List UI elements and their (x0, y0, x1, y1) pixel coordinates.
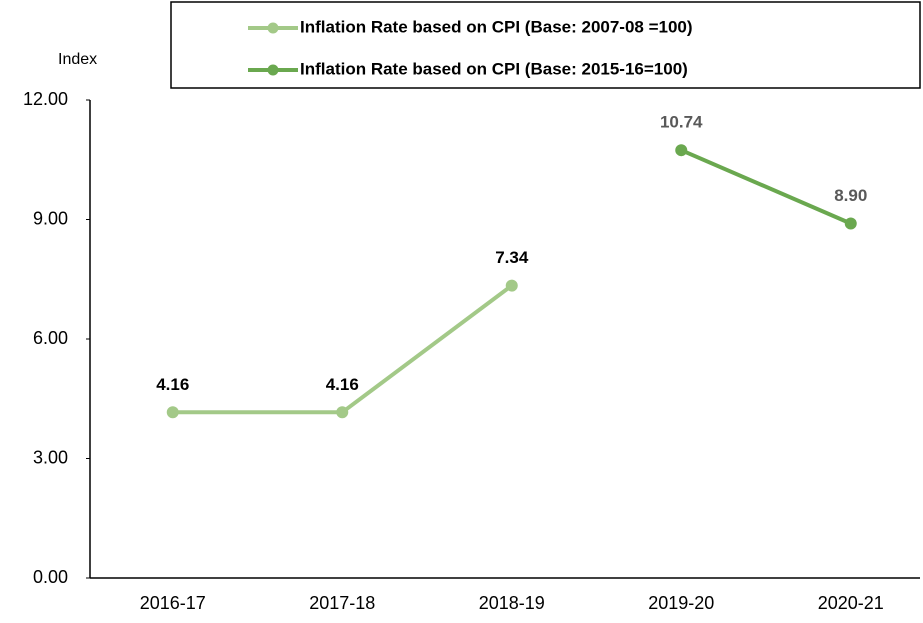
data-label: 10.74 (660, 113, 703, 132)
data-label: 4.16 (326, 375, 359, 394)
y-tick-label: 6.00 (33, 328, 68, 348)
data-point (675, 144, 688, 157)
y-tick-label: 0.00 (33, 567, 68, 587)
data-label: 4.16 (156, 375, 189, 394)
y-axis-label: Index (58, 51, 97, 68)
legend-label: Inflation Rate based on CPI (Base: 2007-… (300, 17, 693, 36)
legend-box (170, 1, 921, 89)
x-tick-label: 2017-18 (309, 593, 375, 613)
y-tick-label: 12.00 (23, 89, 68, 109)
data-point (336, 406, 349, 419)
data-label: 8.90 (834, 186, 867, 205)
data-label: 7.34 (495, 248, 529, 267)
y-tick-label: 9.00 (33, 208, 68, 228)
x-tick-label: 2016-17 (140, 593, 206, 613)
x-tick-label: 2018-19 (479, 593, 545, 613)
x-tick-label: 2020-21 (818, 593, 884, 613)
x-tick-label: 2019-20 (648, 593, 714, 613)
data-point (166, 406, 179, 419)
y-tick-label: 3.00 (33, 447, 68, 467)
legend-marker (267, 64, 279, 76)
series-line (680, 148, 852, 226)
data-point (844, 217, 857, 230)
data-point (505, 279, 518, 292)
legend-marker (267, 22, 279, 34)
legend-label: Inflation Rate based on CPI (Base: 2015-… (300, 59, 688, 78)
